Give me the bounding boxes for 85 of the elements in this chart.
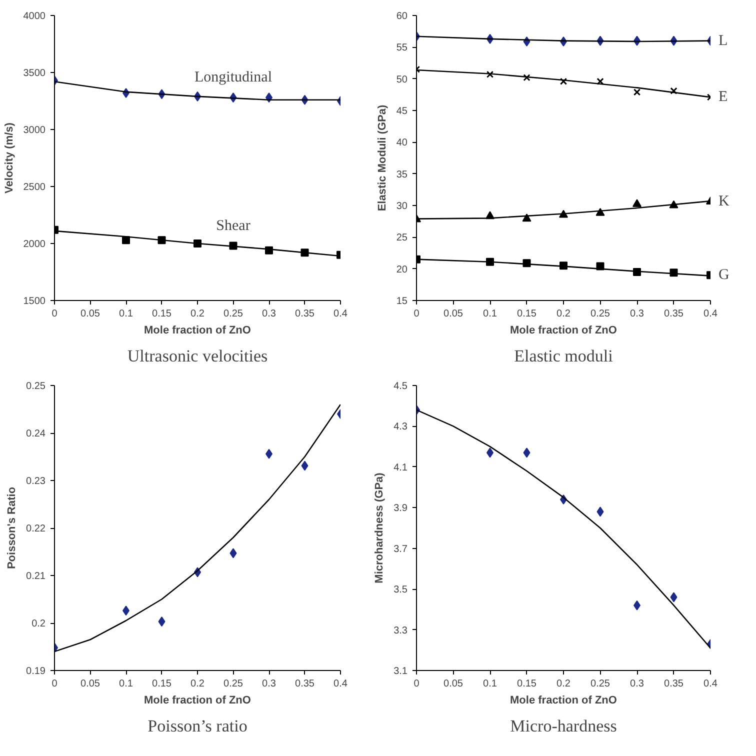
x-tick-label: 0.3 — [630, 678, 644, 690]
y-tick-label: 60 — [396, 11, 408, 22]
y-tick-label: 1500 — [23, 296, 46, 307]
y-tick-label: 25 — [396, 232, 408, 244]
y-tick-label: 3.9 — [394, 503, 408, 514]
y-tick-label: 3.7 — [394, 544, 408, 555]
text: Micro-hardness — [510, 716, 617, 736]
y-axis-title: Poisson's Ratio — [6, 486, 18, 570]
x-tick-label: 0.1 — [483, 308, 498, 320]
text: Ultrasonic velocities — [127, 346, 268, 366]
x-tick-label: 0.25 — [224, 678, 244, 690]
x-tick-label: 0.15 — [152, 308, 172, 320]
x-tick-label: 0.3 — [262, 308, 276, 320]
x-tick-label: 0.3 — [262, 678, 276, 690]
y-tick-label: 4.5 — [394, 381, 408, 392]
x-axis-title: Mole fraction of ZnO — [144, 694, 252, 706]
y-axis-title: Velocity (m/s) — [3, 122, 16, 194]
x-tick-label: 0.4 — [704, 308, 718, 320]
y-tick-label: 0.19 — [26, 666, 46, 677]
y-tick-label: 3.3 — [394, 625, 408, 636]
x-tick-label: 0.35 — [664, 308, 684, 320]
x-axis-title: Mole fraction of ZnO — [510, 694, 618, 706]
x-tick-label: 0.05 — [444, 308, 464, 320]
x-tick-label: 0.35 — [295, 678, 315, 690]
x-tick-label: 0.15 — [152, 678, 172, 690]
y-tick-label: 2000 — [23, 239, 46, 250]
x-tick-label: 0.25 — [590, 678, 610, 690]
y-tick-label: 35 — [396, 169, 408, 180]
x-tick-label: 0.2 — [190, 678, 205, 690]
x-tick-label: 0 — [52, 308, 58, 320]
y-tick-label: 4.1 — [394, 462, 408, 474]
y-tick-label: 0.23 — [26, 476, 46, 487]
x-tick-label: 0 — [414, 308, 420, 320]
x-tick-label: 0.15 — [517, 678, 537, 690]
x-axis-title: Mole fraction of ZnO — [144, 324, 252, 336]
x-tick-label: 0 — [52, 678, 58, 690]
y-tick-label: 4.3 — [394, 422, 408, 433]
x-tick-label: 0.05 — [80, 308, 100, 320]
x-tick-label: 0.35 — [295, 308, 315, 320]
y-axis-title: Elastic Moduli (GPa) — [376, 104, 388, 212]
y-tick-label: 30 — [396, 201, 408, 212]
x-tick-label: 0.25 — [590, 308, 610, 320]
x-tick-label: 0.2 — [556, 678, 571, 690]
x-tick-label: 0.4 — [704, 678, 718, 690]
text: Poisson’s ratio — [148, 716, 248, 736]
x-tick-label: 0.4 — [334, 308, 348, 320]
series-label: K — [718, 194, 730, 210]
y-tick-label: 2500 — [23, 182, 46, 193]
x-tick-label: 0.05 — [80, 678, 100, 690]
y-tick-label: 15 — [396, 296, 408, 307]
series-label: Longitudinal — [194, 70, 272, 86]
y-tick-label: 4000 — [23, 11, 46, 22]
x-tick-label: 0.1 — [119, 308, 134, 320]
x-tick-label: 0.1 — [483, 678, 498, 690]
x-tick-label: 0.2 — [190, 308, 205, 320]
y-tick-label: 40 — [396, 138, 408, 149]
y-tick-label: 50 — [396, 74, 408, 86]
series-label: L — [718, 32, 728, 49]
text: Elastic moduli — [514, 346, 614, 366]
x-tick-label: 0.2 — [556, 308, 571, 320]
x-tick-label: 0.15 — [517, 308, 537, 320]
x-tick-label: 0.25 — [224, 308, 244, 320]
x-tick-label: 0 — [414, 678, 420, 690]
x-tick-label: 0.3 — [630, 308, 644, 320]
y-tick-label: 20 — [396, 264, 408, 276]
x-tick-label: 0.05 — [444, 678, 464, 690]
y-tick-label: 45 — [396, 106, 408, 117]
x-tick-label: 0.35 — [664, 678, 684, 690]
y-tick-label: 0.21 — [26, 571, 46, 582]
x-tick-label: 0.4 — [334, 678, 348, 690]
x-tick-label: 0.1 — [119, 678, 134, 690]
y-tick-label: 0.2 — [32, 618, 46, 630]
y-tick-label: 3.1 — [394, 666, 408, 677]
y-tick-label: 0.24 — [26, 428, 46, 440]
series-label: E — [718, 89, 728, 106]
series-label: Shear — [216, 218, 250, 234]
y-tick-label: 3.5 — [394, 584, 408, 596]
y-tick-label: 3000 — [23, 125, 46, 136]
y-tick-label: 0.25 — [26, 381, 46, 392]
series-label: G — [718, 267, 730, 284]
y-tick-label: 0.22 — [26, 524, 46, 534]
y-tick-label: 3500 — [23, 68, 46, 79]
x-axis-title: Mole fraction of ZnO — [510, 324, 618, 336]
y-axis-title: Microhardness (GPa) — [374, 472, 386, 584]
y-tick-label: 55 — [396, 42, 408, 54]
